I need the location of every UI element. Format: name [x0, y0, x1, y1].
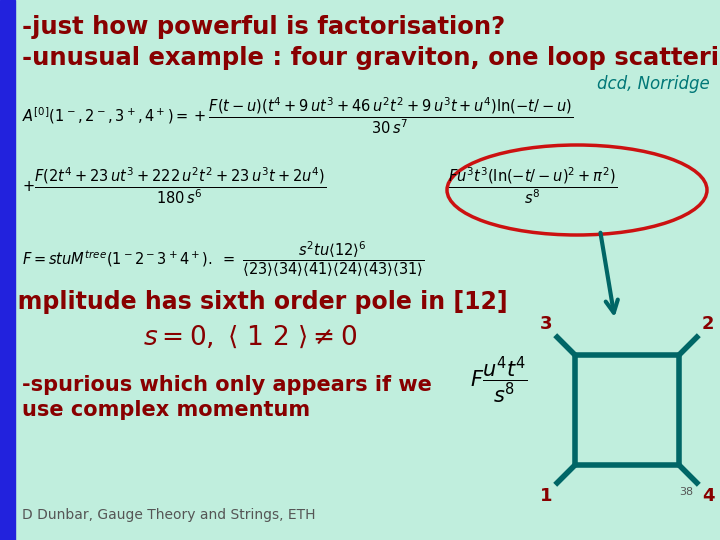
Text: 4: 4 [702, 487, 714, 505]
Text: -unusual example : four graviton, one loop scattering: -unusual example : four graviton, one lo… [22, 46, 720, 70]
Text: $+\dfrac{F\left(2t^4+23\,ut^3+222\,u^2t^2+23\,u^3t+2u^4\right)}{180\,s^6}$: $+\dfrac{F\left(2t^4+23\,ut^3+222\,u^2t^… [22, 165, 326, 206]
Bar [0, 0, 15, 540]
Text: $A^{[0]}(1^-,2^-,3^+,4^+) = +\dfrac{F(t-u)\left(t^4+9\,ut^3+46\,u^2t^2+9\,u^3t+u: $A^{[0]}(1^-,2^-,3^+,4^+) = +\dfrac{F(t-… [22, 95, 573, 136]
Text: -just how powerful is factorisation?: -just how powerful is factorisation? [22, 15, 505, 39]
Text: 1: 1 [540, 487, 552, 505]
Text: $\dfrac{Fu^3t^3(\ln(-t/-u)^2+\pi^2)}{s^8}$: $\dfrac{Fu^3t^3(\ln(-t/-u)^2+\pi^2)}{s^8… [448, 165, 617, 206]
Text: $F\dfrac{u^4t^4}{s^8}$: $F\dfrac{u^4t^4}{s^8}$ [470, 355, 528, 406]
Text: $F = stu M^{tree}(1^-2^-3^+4^+).\ =\ \dfrac{s^2tu\langle 12\rangle^6}{\langle 23: $F = stu M^{tree}(1^-2^-3^+4^+).\ =\ \df… [22, 240, 424, 279]
Text: $s{=}0,\ \langle\ 1\ 2\ \rangle \neq 0$: $s{=}0,\ \langle\ 1\ 2\ \rangle \neq 0$ [143, 325, 357, 352]
Text: 2: 2 [702, 315, 714, 333]
Text: use complex momentum: use complex momentum [22, 400, 310, 420]
Text: -spurious which only appears if we: -spurious which only appears if we [22, 375, 432, 395]
Text: D Dunbar, Gauge Theory and Strings, ETH: D Dunbar, Gauge Theory and Strings, ETH [22, 508, 315, 522]
Text: 3: 3 [540, 315, 552, 333]
Text: dcd, Norridge: dcd, Norridge [598, 75, 710, 93]
Bar [575, 355, 679, 465]
Text: -amplitude has sixth order pole in [12]: -amplitude has sixth order pole in [12] [0, 290, 508, 314]
Text: 38: 38 [680, 487, 694, 497]
